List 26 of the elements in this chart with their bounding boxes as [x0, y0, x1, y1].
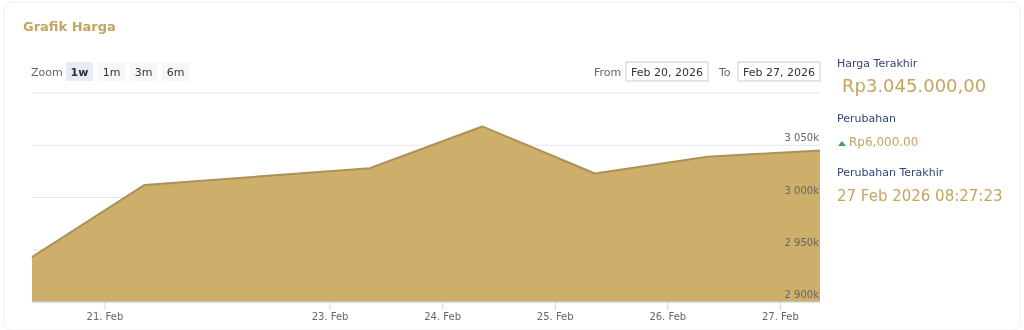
text: Perubahan Terakhir	[837, 166, 944, 179]
x-tick-label: 21. Feb	[86, 311, 124, 322]
text: 1m	[102, 66, 121, 79]
text: Perubahan	[837, 112, 896, 125]
x-tick-label: 25. Feb	[536, 311, 574, 322]
text: 6m	[166, 66, 185, 79]
y-tick-label: 3 000k	[784, 184, 820, 196]
text: Feb 27, 2026	[743, 66, 815, 79]
chart-title: Grafik Harga	[23, 19, 116, 34]
text: From	[594, 66, 622, 79]
text: 27 Feb 2026 08:27:23	[837, 187, 1003, 205]
y-tick-label: 2 900k	[784, 289, 820, 300]
text: Feb 20, 2026	[631, 66, 703, 79]
text: Zoom	[31, 66, 63, 79]
y-tick-label: 2 950k	[784, 236, 820, 248]
x-tick-label: 27. Feb	[761, 311, 799, 322]
text: To	[718, 66, 731, 79]
x-tick-label: 24. Feb	[424, 311, 462, 322]
x-tick-label: 26. Feb	[649, 311, 687, 322]
text: 1w	[70, 66, 89, 79]
text: Rp3.045.000,00	[842, 75, 987, 96]
y-tick-label: 3 050k	[784, 132, 820, 144]
text: Harga Terakhir	[837, 57, 918, 70]
x-tick-label: 23. Feb	[311, 311, 349, 322]
text: Rp6,000.00	[849, 135, 919, 149]
text: 3m	[134, 66, 153, 79]
